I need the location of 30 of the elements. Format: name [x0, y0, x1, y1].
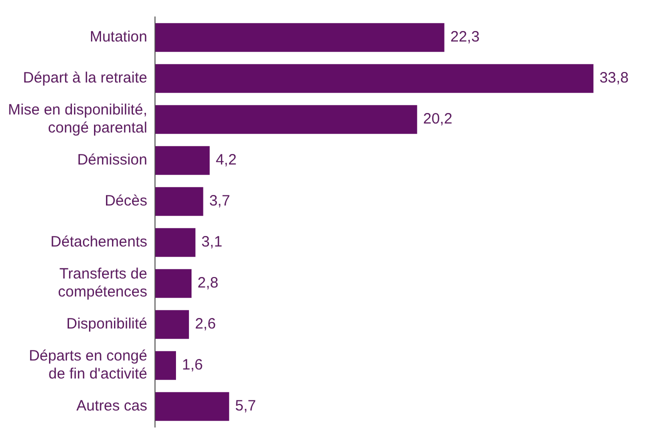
bar	[155, 23, 444, 52]
data-label: 2,8	[198, 274, 218, 292]
data-label: 22,3	[450, 28, 480, 46]
bar	[155, 64, 594, 93]
bar	[155, 228, 196, 257]
y-tick-label: Autres cas	[76, 398, 148, 415]
bar	[155, 105, 418, 134]
y-tick-label: Mutation	[90, 28, 148, 46]
data-label: 2,6	[194, 316, 216, 333]
y-tick-label: Mise en disponibilité, congé parental	[8, 102, 148, 137]
bar	[155, 269, 192, 298]
data-label: 1,6	[182, 356, 203, 374]
y-tick-label: Détachements	[50, 234, 148, 251]
data-label: 33,8	[599, 70, 629, 87]
data-label: 3,7	[209, 192, 230, 210]
y-tick-label: Décès	[104, 192, 148, 210]
bar	[155, 392, 230, 421]
bar	[155, 187, 204, 216]
bar	[155, 351, 176, 380]
y-tick-label: Départ à la retraite	[23, 70, 148, 87]
data-label: 4,2	[216, 152, 237, 169]
y-tick-label: Démission	[77, 152, 148, 169]
bar	[155, 310, 189, 339]
data-label: 3,1	[201, 234, 222, 251]
y-tick-label: Départs en congé de fin d'activité	[28, 348, 148, 383]
y-tick-label: Disponibilité	[66, 316, 148, 333]
data-label: 20,2	[423, 110, 452, 128]
bar	[155, 146, 210, 175]
data-label: 5,7	[235, 398, 256, 415]
y-tick-label: Transferts de compétences	[58, 266, 148, 301]
